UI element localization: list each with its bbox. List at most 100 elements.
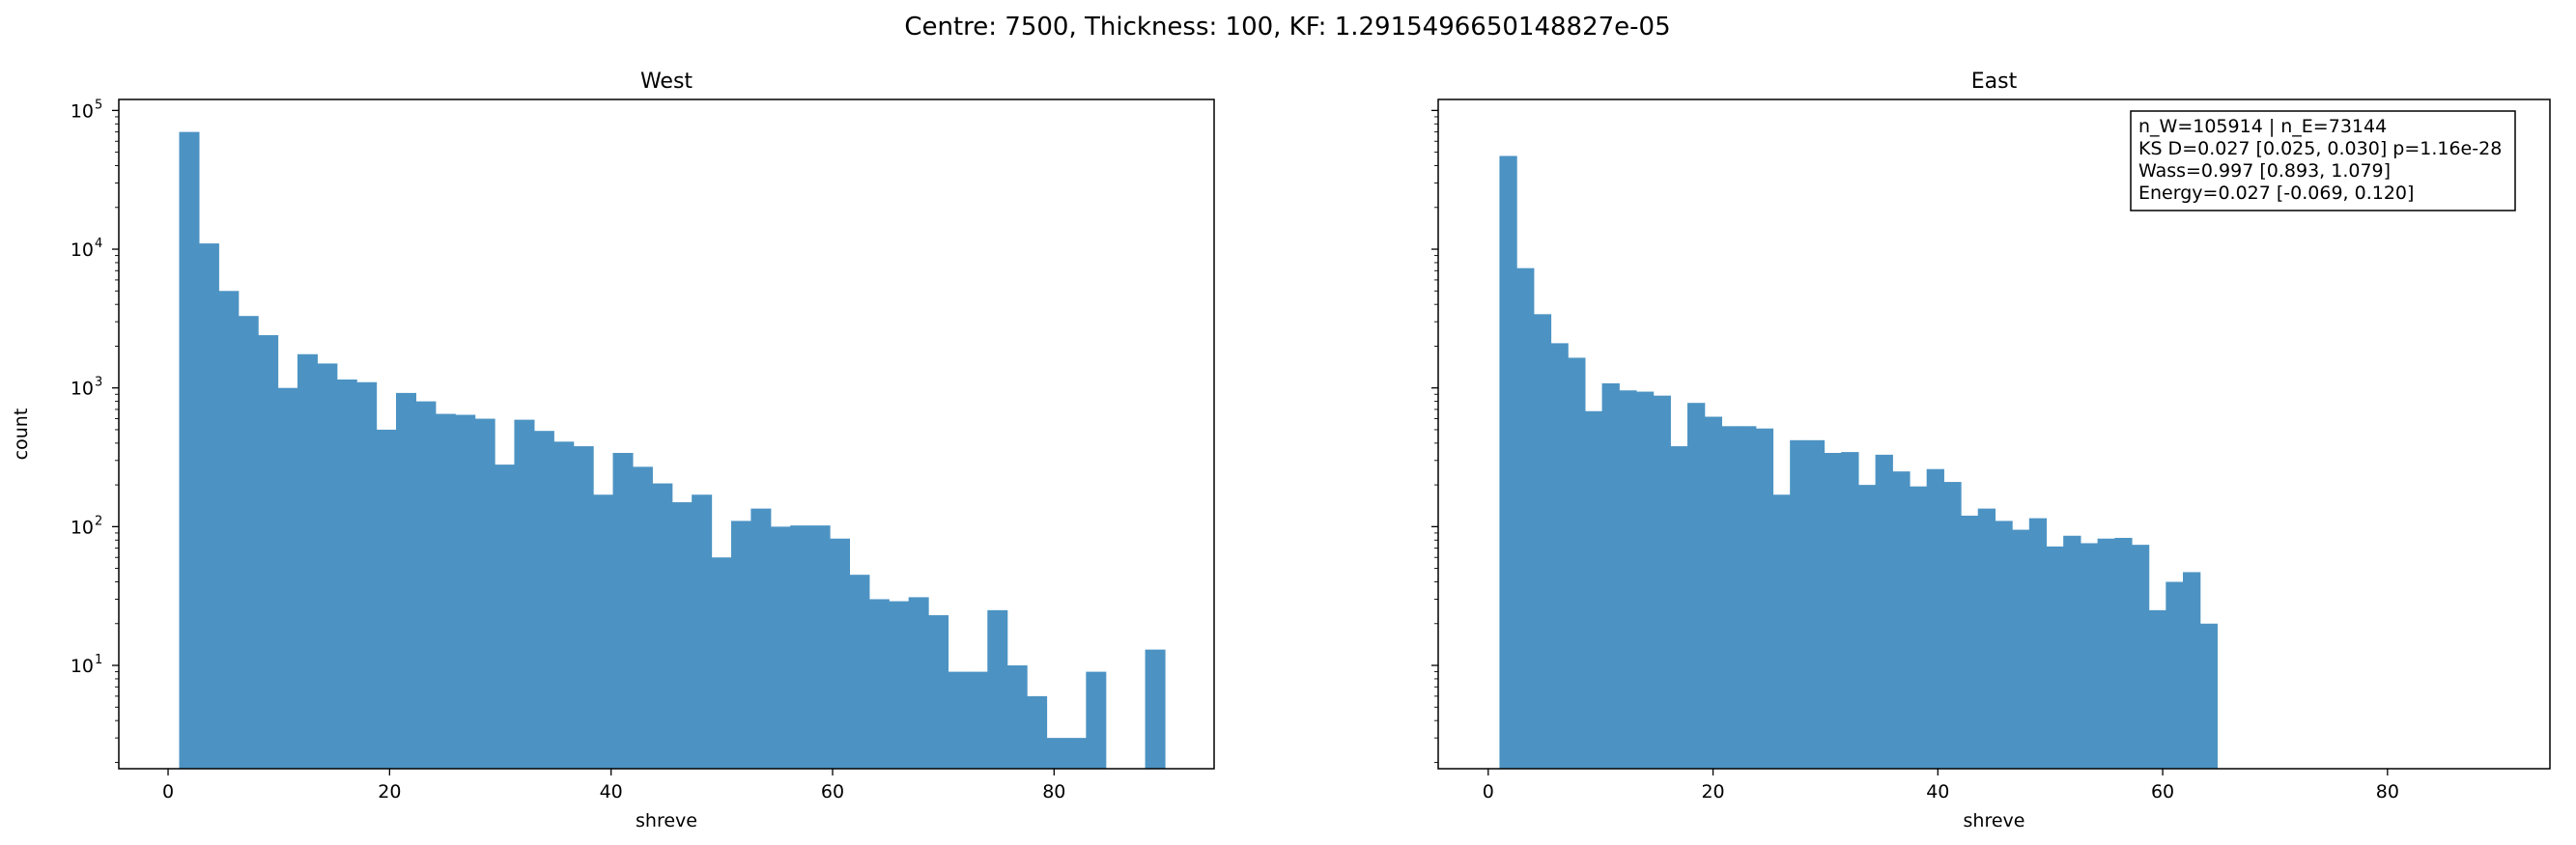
y-tick-exponent: 4: [95, 237, 102, 251]
west-histogram-bar: [495, 465, 516, 769]
west-histogram-bar: [948, 671, 969, 769]
east-histogram-bar: [1841, 452, 1859, 769]
west-histogram-bar: [770, 526, 791, 769]
west-histogram-bar: [198, 243, 219, 769]
east-histogram-bar: [1670, 446, 1688, 769]
west-histogram-bar: [652, 483, 673, 769]
east-histogram-bar: [1550, 343, 1569, 769]
east-histogram-panel: 0 20 40 60 80 East shreve n_W=105914 | n_E=7…: [1431, 70, 2551, 831]
stats-line-counts: n_W=105914 | n_E=73144: [2138, 116, 2387, 137]
x-tick-label: 40: [600, 781, 623, 803]
east-histogram-bar: [1755, 428, 1774, 769]
west-histogram-bar: [474, 418, 495, 769]
east-x-axis-label: shreve: [1964, 810, 2025, 831]
east-histogram-bar: [2097, 538, 2115, 769]
east-histogram-bar: [1584, 410, 1603, 769]
east-histogram-bar: [1533, 314, 1552, 769]
east-bars: [1499, 155, 2218, 769]
east-histogram-bar: [1635, 391, 1655, 769]
west-histogram-bar: [750, 508, 772, 769]
y-tick-label: 10: [71, 517, 94, 538]
east-histogram-bar: [1687, 403, 1706, 769]
east-histogram-bar: [1739, 426, 1757, 769]
east-histogram-bar: [2183, 572, 2201, 769]
y-tick-label: 10: [71, 239, 94, 261]
west-histogram-bar: [889, 601, 910, 769]
x-tick-label: 20: [1701, 781, 1724, 803]
west-histogram-bar: [809, 525, 831, 769]
west-histogram-bar: [632, 466, 653, 769]
west-histogram-bar: [987, 609, 1008, 769]
west-histogram-bar: [277, 387, 298, 769]
east-histogram-bar: [2063, 535, 2081, 769]
west-histogram-bar: [218, 291, 240, 769]
west-histogram-bar: [790, 525, 811, 769]
west-histogram-bar: [1006, 665, 1028, 769]
east-x-axis-ticks: 0 20 40 60 80: [1483, 769, 2399, 803]
west-histogram-bar: [849, 575, 870, 769]
east-histogram-bar: [1721, 426, 1740, 769]
west-histogram-bar: [238, 316, 259, 769]
east-histogram-bar: [1909, 486, 1928, 769]
west-histogram-bar: [395, 392, 417, 769]
stats-annotation-box: n_W=105914 | n_E=73144 KS D=0.027 [0.025…: [2130, 110, 2516, 211]
west-histogram-bar: [258, 335, 279, 769]
x-tick-label: 40: [1926, 781, 1949, 803]
west-histogram-bar: [1046, 738, 1067, 769]
figure-suptitle: Centre: 7500, Thickness: 100, KF: 1.2915…: [904, 13, 1670, 42]
east-histogram-bar: [1619, 390, 1637, 769]
west-histogram-bar: [179, 131, 200, 769]
west-histogram-bar: [671, 502, 693, 769]
east-histogram-bar: [1943, 482, 1962, 769]
east-histogram-bar: [1568, 357, 1586, 769]
east-axes-frame: [1437, 99, 2551, 770]
west-histogram-bar: [435, 413, 456, 769]
west-x-axis-label: shreve: [636, 810, 697, 831]
west-histogram-bar: [692, 494, 713, 769]
west-histogram-bar: [908, 597, 929, 769]
x-tick-label: 80: [2376, 781, 2399, 803]
east-histogram-bar: [2012, 529, 2030, 769]
west-histogram-bar: [455, 414, 476, 769]
east-histogram-bar: [2028, 518, 2048, 769]
west-histogram-bar: [415, 401, 437, 769]
east-histogram-bar: [1806, 439, 1826, 769]
east-histogram-bar: [1653, 395, 1671, 769]
stats-line-ks: KS D=0.027 [0.025, 0.030] p=1.16e-28: [2138, 138, 2502, 159]
west-histogram-bar: [317, 363, 338, 769]
y-tick-label: 10: [71, 379, 94, 400]
west-histogram-bar: [336, 379, 357, 769]
east-histogram-bar: [1926, 468, 1944, 769]
east-histogram-bar: [1772, 494, 1791, 769]
x-tick-label: 80: [1042, 781, 1065, 803]
east-histogram-bar: [2131, 545, 2150, 769]
west-histogram-bar: [967, 671, 988, 769]
west-y-axis-label: count: [11, 408, 32, 461]
west-histogram-bar: [868, 599, 890, 769]
west-histogram-bar: [553, 441, 575, 769]
east-histogram-bar: [1857, 485, 1877, 769]
west-histogram-bar: [928, 615, 949, 769]
west-axes-frame: [118, 99, 1215, 770]
east-histogram-bar: [1704, 416, 1722, 769]
stats-annotation-frame: [2130, 110, 2516, 211]
east-histogram-bar: [1977, 508, 1996, 769]
west-histogram-bar: [1065, 738, 1087, 769]
west-histogram-bar: [593, 494, 614, 769]
stats-line-wasserstein: Wass=0.997 [0.893, 1.079]: [2138, 160, 2391, 182]
east-histogram-bar: [1961, 515, 1979, 769]
x-tick-label: 20: [378, 781, 401, 803]
y-tick-label: 10: [71, 656, 94, 677]
east-y-axis-ticks: [1431, 109, 1438, 763]
east-histogram-bar: [2148, 609, 2166, 769]
west-histogram-bar: [376, 429, 397, 769]
west-panel-title: West: [640, 70, 693, 94]
east-histogram-bar: [1892, 471, 1911, 769]
west-histogram-bar: [1027, 695, 1048, 769]
x-tick-label: 60: [2151, 781, 2174, 803]
west-histogram-bar: [514, 419, 535, 769]
y-tick-exponent: 1: [95, 653, 102, 667]
y-tick-exponent: 2: [95, 514, 102, 528]
